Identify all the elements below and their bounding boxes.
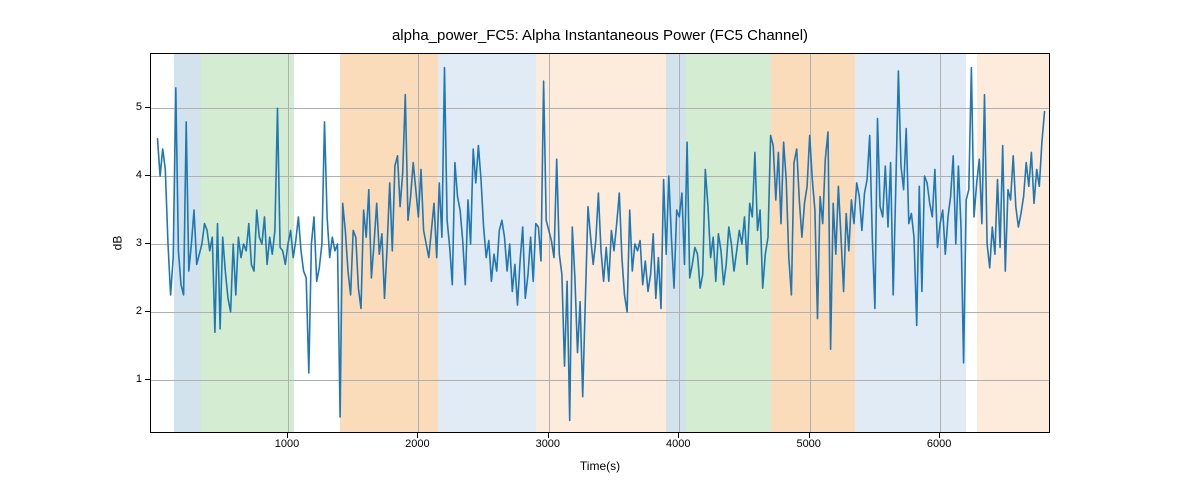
xtick-label: 2000 bbox=[405, 438, 429, 450]
xtick-mark bbox=[678, 433, 679, 438]
xtick-mark bbox=[287, 433, 288, 438]
ytick-mark bbox=[145, 311, 150, 312]
xtick-label: 5000 bbox=[796, 438, 820, 450]
xtick-mark bbox=[939, 433, 940, 438]
plot-area bbox=[150, 53, 1050, 433]
ytick-label: 2 bbox=[136, 305, 142, 317]
x-axis-label: Time(s) bbox=[580, 459, 620, 473]
ytick-label: 5 bbox=[136, 101, 142, 113]
ytick-mark bbox=[145, 379, 150, 380]
ytick-label: 1 bbox=[136, 373, 142, 385]
chart-container: dB Time(s) 12345 10002000300040005000600… bbox=[150, 53, 1050, 433]
xtick-mark bbox=[417, 433, 418, 438]
xtick-label: 1000 bbox=[275, 438, 299, 450]
chart-title: alpha_power_FC5: Alpha Instantaneous Pow… bbox=[150, 27, 1050, 44]
y-axis-label: dB bbox=[110, 236, 124, 251]
line-series bbox=[151, 54, 1050, 433]
xtick-label: 4000 bbox=[666, 438, 690, 450]
xtick-label: 3000 bbox=[536, 438, 560, 450]
ytick-mark bbox=[145, 243, 150, 244]
xtick-label: 6000 bbox=[927, 438, 951, 450]
ytick-mark bbox=[145, 175, 150, 176]
xtick-mark bbox=[809, 433, 810, 438]
ytick-mark bbox=[145, 107, 150, 108]
ytick-label: 4 bbox=[136, 169, 142, 181]
xtick-mark bbox=[548, 433, 549, 438]
ytick-label: 3 bbox=[136, 237, 142, 249]
